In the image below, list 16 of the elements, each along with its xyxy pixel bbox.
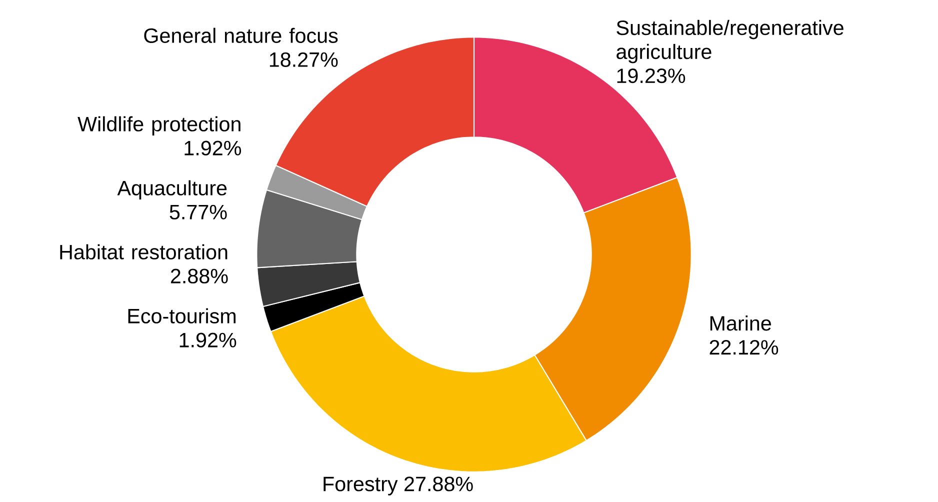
slice-label: Forestry bbox=[324, 476, 398, 496]
data-label: 1.92% bbox=[184, 140, 242, 156]
slice-label: Eco-tourism bbox=[128, 308, 236, 324]
data-label: 18.27% bbox=[270, 52, 338, 67]
slice-label: Marine bbox=[710, 316, 771, 331]
data-label: 1.92% bbox=[180, 332, 236, 348]
slice-label: Habitat restoration bbox=[60, 244, 228, 260]
slice-label: General nature focus bbox=[144, 28, 338, 43]
data-label: 5.77% bbox=[170, 204, 227, 220]
data-label: 2.88% bbox=[170, 268, 228, 284]
slice-label: Sustainable/regenerative agriculture bbox=[616, 20, 844, 64]
data-label: 27.88% bbox=[404, 476, 473, 492]
data-label: 22.12% bbox=[710, 340, 778, 355]
slice-label: Wildlife protection bbox=[78, 116, 240, 136]
data-label: 19.23% bbox=[617, 68, 686, 84]
slice-label: Aquaculture bbox=[117, 180, 227, 200]
